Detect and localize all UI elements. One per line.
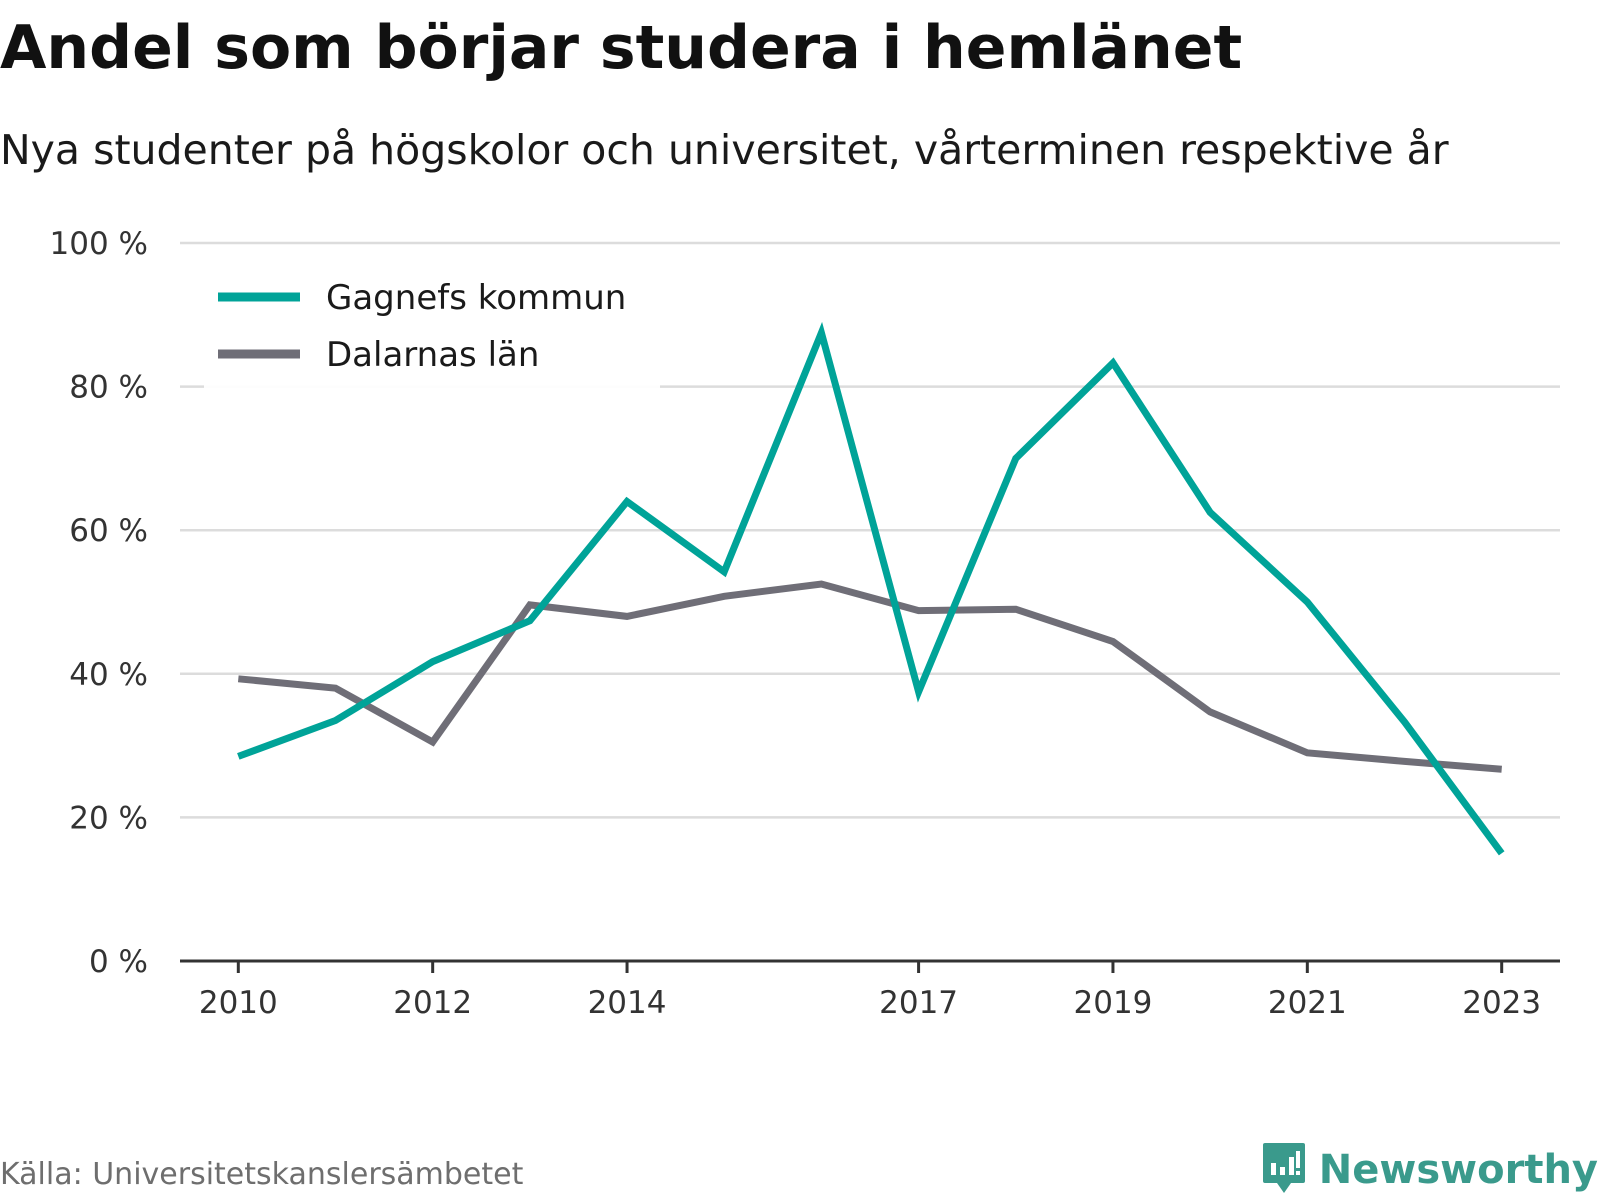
y-tick-label: 40 % bbox=[69, 657, 148, 693]
y-tick-label: 100 % bbox=[50, 226, 148, 262]
x-tick-label: 2021 bbox=[1268, 985, 1347, 1021]
brand-name: Newsworthy bbox=[1318, 1147, 1598, 1193]
brand-logo: Newsworthy bbox=[1261, 1140, 1598, 1200]
legend-background bbox=[204, 262, 660, 388]
x-tick-label: 2019 bbox=[1074, 985, 1153, 1021]
x-tick-label: 2012 bbox=[393, 985, 472, 1021]
series-line-2 bbox=[237, 580, 1502, 773]
source-note: Källa: Universitetskanslersämbetet bbox=[0, 1157, 524, 1192]
x-axis: 2010 2012 2014 2017 2019 2021 2023 bbox=[180, 959, 1560, 1021]
chart-title: Andel som börjar studera i hemlänet bbox=[0, 13, 1243, 83]
y-tick-label: 20 % bbox=[69, 800, 148, 836]
y-tick-label: 0 % bbox=[89, 944, 148, 980]
line-chart: 0 %20 %40 %60 %80 %100 % 2010 2012 2014 201… bbox=[50, 226, 1560, 1021]
y-tick-label: 60 % bbox=[69, 513, 148, 549]
series-lines bbox=[237, 321, 1505, 856]
y-tick-label: 80 % bbox=[69, 370, 148, 406]
chart-subtitle: Nya studenter på högskolor och universit… bbox=[0, 126, 1449, 174]
x-tick-label: 2010 bbox=[199, 985, 278, 1021]
x-tick-label: 2014 bbox=[588, 985, 667, 1021]
x-tick-label: 2017 bbox=[879, 985, 958, 1021]
legend: Gagnefs kommun Dalarnas län bbox=[204, 262, 660, 388]
newsworthy-logo-icon bbox=[1262, 1143, 1305, 1193]
x-tick-label: 2023 bbox=[1462, 985, 1541, 1021]
legend-label: Dalarnas län bbox=[326, 335, 539, 375]
legend-label: Gagnefs kommun bbox=[326, 278, 626, 318]
series-line-1 bbox=[237, 321, 1505, 856]
y-axis-ticks: 0 % 20 % 40 % 60 % 80 % 100 % bbox=[50, 226, 148, 980]
